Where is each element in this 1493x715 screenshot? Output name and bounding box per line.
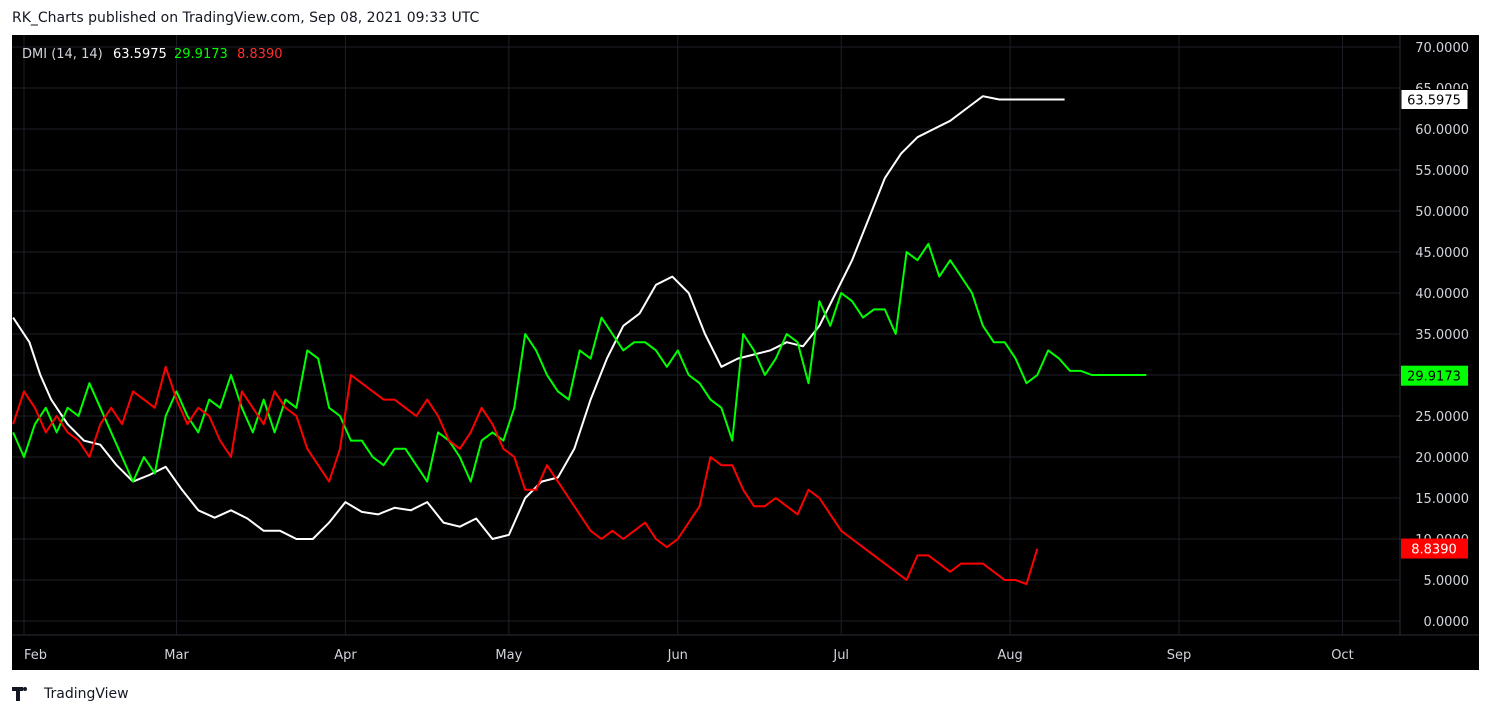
y-tick-label: 15.0000: [1415, 492, 1469, 507]
series-lines: [12, 95, 1147, 586]
last-value-labels: 63.5975 29.9173 8.8390: [1400, 89, 1469, 559]
dmi-chart[interactable]: 0.00005.000010.000015.000020.000025.0000…: [12, 35, 1479, 670]
y-tick-label: 25.0000: [1415, 410, 1469, 425]
last-value-label-adx: 63.5975: [1400, 89, 1469, 111]
y-tick-label: 5.0000: [1424, 574, 1470, 589]
y-tick-label: 35.0000: [1415, 328, 1469, 343]
x-tick-label: Oct: [1331, 648, 1353, 663]
last-value-label-di: 8.8390: [1401, 538, 1468, 559]
tradingview-logo-icon: [12, 687, 38, 701]
x-tick-label: Jul: [832, 648, 849, 663]
y-tick-label: 20.0000: [1415, 451, 1469, 466]
grid-lines: [12, 35, 1479, 636]
y-tick-label: 50.0000: [1415, 205, 1469, 220]
y-tick-label: 70.0000: [1415, 41, 1469, 56]
x-tick-label: Jun: [667, 648, 688, 663]
series-line-di: [12, 365, 1039, 586]
svg-text:8.8390: 8.8390: [1411, 543, 1457, 558]
legend-minus-di-value: 8.8390: [237, 47, 283, 62]
y-tick-label: 45.0000: [1415, 246, 1469, 261]
x-tick-label: Feb: [24, 648, 47, 663]
last-value-label-di: 29.9173: [1401, 365, 1468, 386]
x-tick-label: Sep: [1167, 648, 1192, 663]
publish-header: RK_Charts published on TradingView.com, …: [12, 10, 480, 26]
y-tick-label: 40.0000: [1415, 287, 1469, 302]
time-axis[interactable]: Feb Mar Apr May Jun Jul Aug Sep Oct: [24, 648, 1354, 663]
x-tick-label: May: [495, 648, 522, 663]
y-tick-label: 0.0000: [1424, 615, 1470, 630]
svg-text:29.9173: 29.9173: [1407, 370, 1461, 385]
indicator-legend[interactable]: DMI (14, 14) 63.5975 29.9173 8.8390: [22, 47, 283, 62]
footer-brand: TradingView: [44, 686, 129, 702]
svg-text:63.5975: 63.5975: [1407, 94, 1461, 109]
legend-plus-di-value: 29.9173: [174, 47, 228, 62]
legend-name: DMI (14, 14): [22, 47, 103, 62]
x-tick-label: Mar: [164, 648, 189, 663]
y-tick-label: 55.0000: [1415, 164, 1469, 179]
x-tick-label: Aug: [997, 648, 1022, 663]
x-tick-label: Apr: [334, 648, 357, 663]
series-line-di: [12, 242, 1147, 483]
series-line-adx: [12, 95, 1065, 540]
y-tick-label: 60.0000: [1415, 123, 1469, 138]
legend-adx-value: 63.5975: [113, 47, 167, 62]
tradingview-footer[interactable]: TradingView: [12, 684, 129, 704]
chart-panel[interactable]: 0.00005.000010.000015.000020.000025.0000…: [12, 35, 1479, 670]
